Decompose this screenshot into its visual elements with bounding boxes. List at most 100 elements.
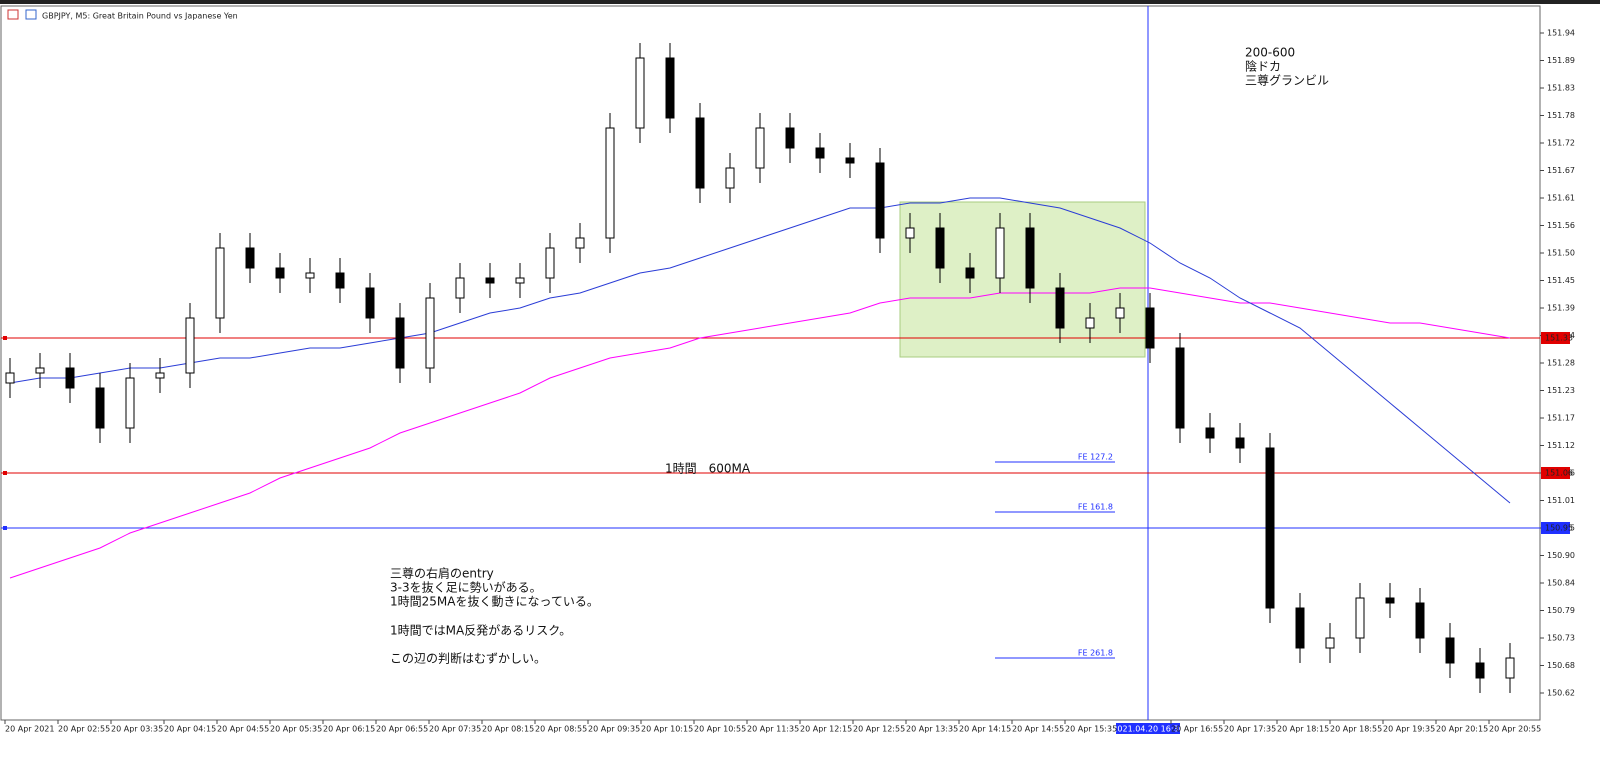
price-line-marker [3,526,7,530]
candle-body [605,127,615,239]
annotation: 200-600 [1245,46,1295,60]
x-tick-label: 20 Apr 20:55 [1489,725,1541,734]
x-tick-label: 20 Apr 10:55 [694,725,746,734]
candle-body [365,287,375,319]
x-tick-label: 20 Apr 08:15 [482,725,534,734]
x-tick-label: 20 Apr 15:35 [1065,725,1117,734]
y-tick-label: 150.68 [1547,661,1575,670]
price-tag-label: 151.33 [1545,334,1573,343]
y-tick-label: 151.17 [1547,414,1575,423]
candle-body [755,127,765,169]
note: 1時間25MAを抜く動きになっている。 [390,595,599,609]
candle-body [935,227,945,269]
x-tick-label: 20 Apr 16:55 [1171,725,1223,734]
x-tick-label: 20 Apr 07:35 [429,725,481,734]
y-tick-label: 151.28 [1547,359,1575,368]
candle-body [695,117,705,189]
candle-body [185,317,195,374]
x-tick-label: 20 Apr 2021 [5,725,54,734]
price-tag [1541,332,1570,344]
fibo-label: FE 161.8 [1078,503,1113,512]
x-tick-label: 20 Apr 17:35 [1224,725,1276,734]
candle-body [1115,307,1125,319]
moving-average [9,287,1511,579]
price-tag-label: 151.06 [1545,469,1573,478]
annotation: 1時間 600MA [665,462,751,476]
candle-body [275,267,285,279]
candle-body [995,227,1005,279]
crosshair-label: 2021.04.20 16:30 [1112,725,1183,734]
candle-body [1055,287,1065,329]
annotation: 陰ドカ [1245,60,1281,74]
candle-body [1475,662,1485,679]
candle-body [155,372,165,379]
y-tick-label: 151.01 [1547,496,1575,505]
note: この辺の判断はむずかしい。 [390,651,546,666]
x-tick-label: 20 Apr 18:55 [1330,725,1382,734]
candle-body [125,377,135,429]
candle-body [1295,607,1305,649]
x-tick-label: 20 Apr 12:55 [853,725,905,734]
annotation: 三尊グランビル [1245,73,1329,88]
y-tick-label: 151.67 [1547,166,1575,175]
candle-body [485,277,495,284]
note: 1時間ではMA反発があるリスク。 [390,623,571,638]
y-tick-label: 151.39 [1547,304,1575,313]
candle-body [1445,637,1455,664]
y-tick-label: 151.94 [1547,29,1575,38]
y-tick-label: 151.50 [1547,249,1575,258]
price-line-marker [3,471,7,475]
candle-body [35,367,45,374]
y-tick-label: 151.89 [1547,56,1575,65]
candle-body [875,162,885,239]
note: 三尊の右肩のentry [390,566,494,581]
candle-body [335,272,345,289]
candle-body [95,387,105,429]
x-tick-label: 20 Apr 04:15 [164,725,216,734]
x-tick-label: 20 Apr 14:15 [959,725,1011,734]
y-tick-label: 150.90 [1547,551,1575,560]
y-tick-label: 151.78 [1547,111,1575,120]
candle-body [1175,347,1185,429]
candle-body [1025,227,1035,289]
x-tick-label: 20 Apr 10:15 [641,725,693,734]
candle-body [65,367,75,389]
candle-body [1085,317,1095,329]
candle-body [1505,657,1515,679]
candle-body [515,277,525,284]
fibo-label: FE 127.2 [1078,453,1113,462]
candle-body [635,57,645,129]
candle-body [245,247,255,269]
candle-body [1145,307,1155,349]
y-tick-label: 151.61 [1547,194,1575,203]
x-tick-label: 20 Apr 13:35 [906,725,958,734]
moving-average [9,197,1511,504]
fibo-label: FE 261.8 [1078,649,1113,658]
price-tag [1541,522,1570,534]
candle-body [665,57,675,119]
window-title: GBPJPY, M5: Great Britain Pound vs Japan… [42,12,238,21]
candle-body [305,272,315,279]
candle-body [815,147,825,159]
candle-body [5,372,15,384]
candle-body [1385,597,1395,604]
candle-body [575,237,585,249]
x-tick-label: 20 Apr 11:35 [747,725,799,734]
x-tick-label: 20 Apr 12:15 [800,725,852,734]
candle-body [1415,602,1425,639]
price-line-marker [3,336,7,340]
candle-body [545,247,555,279]
crosshair-label-bg [1116,723,1180,734]
x-tick-label: 20 Apr 14:55 [1012,725,1064,734]
highlight-box [899,201,1146,358]
candle-body [1265,447,1275,609]
y-tick-label: 151.72 [1547,139,1575,148]
y-tick-label: 150.62 [1547,689,1575,698]
candle-body [1325,637,1335,649]
candle-body [1235,437,1245,449]
y-tick-label: 150.73 [1547,634,1575,643]
price-tag [1541,467,1570,479]
x-tick-label: 20 Apr 06:15 [323,725,375,734]
